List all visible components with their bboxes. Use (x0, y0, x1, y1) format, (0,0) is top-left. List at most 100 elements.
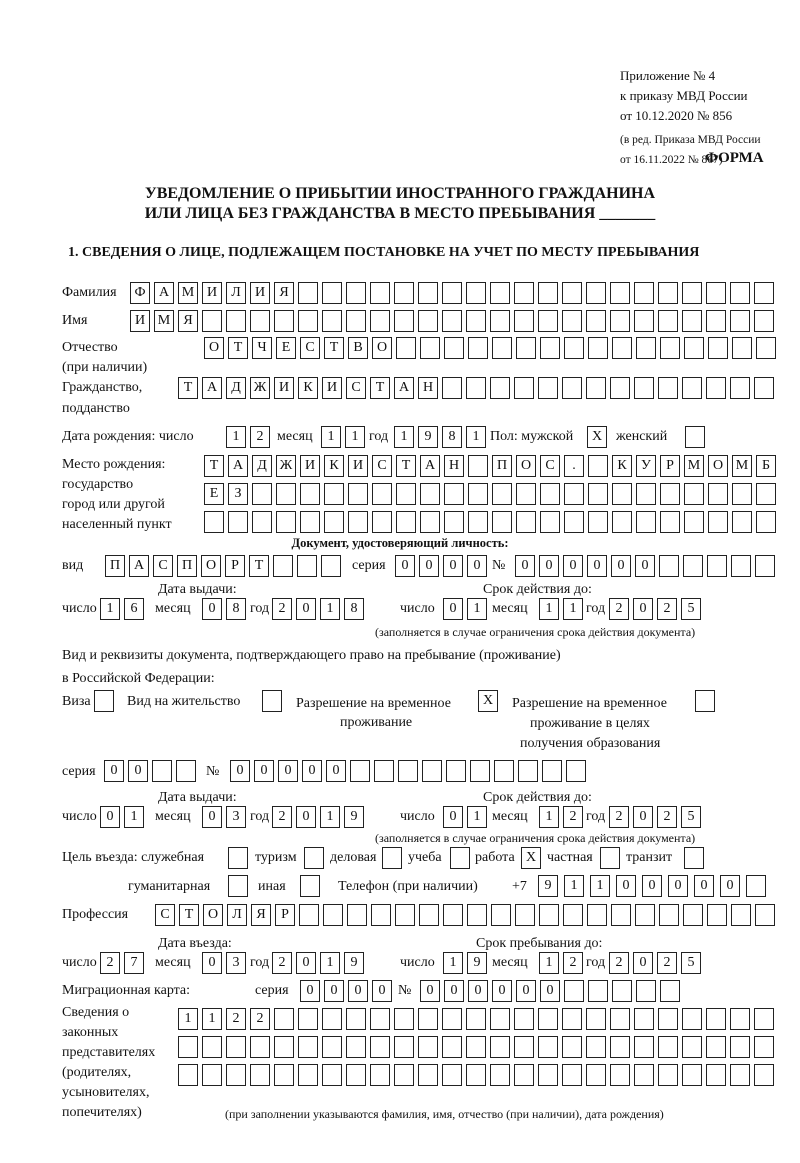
char-cell[interactable]: К (298, 377, 318, 399)
char-cell[interactable]: 5 (681, 806, 701, 828)
char-cell[interactable]: П (177, 555, 197, 577)
char-cell[interactable]: 0 (467, 555, 487, 577)
char-cell[interactable]: Ч (252, 337, 272, 359)
char-cell[interactable]: 0 (587, 555, 607, 577)
char-cell[interactable]: К (324, 455, 344, 477)
char-cell[interactable] (682, 1008, 702, 1030)
char-cell[interactable]: И (250, 282, 270, 304)
char-cell[interactable]: 8 (442, 426, 462, 448)
char-cell[interactable] (466, 377, 486, 399)
char-cell[interactable] (418, 1008, 438, 1030)
char-cell[interactable]: 0 (443, 555, 463, 577)
char-cell[interactable] (706, 377, 726, 399)
char-cell[interactable] (659, 555, 679, 577)
char-cell[interactable] (658, 1064, 678, 1086)
char-cell[interactable]: М (154, 310, 174, 332)
char-cell[interactable]: С (300, 337, 320, 359)
char-cell[interactable] (468, 337, 488, 359)
char-cell[interactable]: 0 (230, 760, 250, 782)
char-cell[interactable]: А (129, 555, 149, 577)
char-cell[interactable]: 0 (324, 980, 344, 1002)
char-cell[interactable]: 0 (633, 806, 653, 828)
char-cell[interactable] (176, 760, 196, 782)
char-cell[interactable] (754, 1036, 774, 1058)
char-cell[interactable]: О (203, 904, 223, 926)
char-cell[interactable] (346, 1008, 366, 1030)
char-cell[interactable] (538, 1008, 558, 1030)
char-cell[interactable]: 1 (178, 1008, 198, 1030)
char-cell[interactable] (492, 511, 512, 533)
char-cell[interactable] (394, 1008, 414, 1030)
char-cell[interactable]: О (204, 337, 224, 359)
char-cell[interactable] (610, 282, 630, 304)
char-cell[interactable]: 2 (657, 806, 677, 828)
representatives-field-3[interactable] (178, 1064, 774, 1086)
char-cell[interactable] (322, 1064, 342, 1086)
char-cell[interactable] (563, 904, 583, 926)
char-cell[interactable] (382, 847, 402, 869)
char-cell[interactable]: О (372, 337, 392, 359)
char-cell[interactable] (636, 337, 656, 359)
char-cell[interactable] (634, 310, 654, 332)
char-cell[interactable]: О (201, 555, 221, 577)
char-cell[interactable]: 2 (272, 806, 292, 828)
char-cell[interactable] (708, 511, 728, 533)
char-cell[interactable]: Ф (130, 282, 150, 304)
char-cell[interactable]: 0 (104, 760, 124, 782)
char-cell[interactable] (395, 904, 415, 926)
char-cell[interactable] (756, 483, 776, 505)
char-cell[interactable]: 2 (657, 952, 677, 974)
char-cell[interactable]: 9 (344, 806, 364, 828)
char-cell[interactable] (754, 377, 774, 399)
char-cell[interactable] (442, 1036, 462, 1058)
char-cell[interactable] (226, 310, 246, 332)
char-cell[interactable] (420, 483, 440, 505)
char-cell[interactable]: А (228, 455, 248, 477)
char-cell[interactable]: 1 (563, 598, 583, 620)
purpose-other-checkbox[interactable] (300, 875, 320, 897)
char-cell[interactable] (443, 904, 463, 926)
char-cell[interactable]: 1 (345, 426, 365, 448)
char-cell[interactable] (754, 310, 774, 332)
char-cell[interactable] (684, 847, 704, 869)
char-cell[interactable]: Л (227, 904, 247, 926)
char-cell[interactable] (323, 904, 343, 926)
char-cell[interactable] (370, 310, 390, 332)
char-cell[interactable] (586, 310, 606, 332)
char-cell[interactable]: 0 (300, 980, 320, 1002)
char-cell[interactable] (468, 511, 488, 533)
char-cell[interactable]: 1 (226, 426, 246, 448)
char-cell[interactable]: Т (396, 455, 416, 477)
char-cell[interactable] (370, 1064, 390, 1086)
temp-permit-checkbox[interactable]: X (478, 690, 498, 712)
char-cell[interactable] (634, 377, 654, 399)
char-cell[interactable] (298, 282, 318, 304)
char-cell[interactable] (658, 1036, 678, 1058)
char-cell[interactable]: И (130, 310, 150, 332)
char-cell[interactable] (394, 1036, 414, 1058)
char-cell[interactable] (250, 310, 270, 332)
char-cell[interactable] (252, 511, 272, 533)
char-cell[interactable] (730, 282, 750, 304)
char-cell[interactable]: 1 (539, 806, 559, 828)
char-cell[interactable]: 0 (128, 760, 148, 782)
char-cell[interactable]: К (612, 455, 632, 477)
char-cell[interactable]: А (202, 377, 222, 399)
char-cell[interactable] (442, 310, 462, 332)
char-cell[interactable] (610, 1064, 630, 1086)
char-cell[interactable] (370, 1036, 390, 1058)
char-cell[interactable] (587, 904, 607, 926)
char-cell[interactable]: Н (418, 377, 438, 399)
char-cell[interactable] (562, 1064, 582, 1086)
char-cell[interactable] (396, 511, 416, 533)
char-cell[interactable]: 0 (100, 806, 120, 828)
char-cell[interactable]: Т (228, 337, 248, 359)
